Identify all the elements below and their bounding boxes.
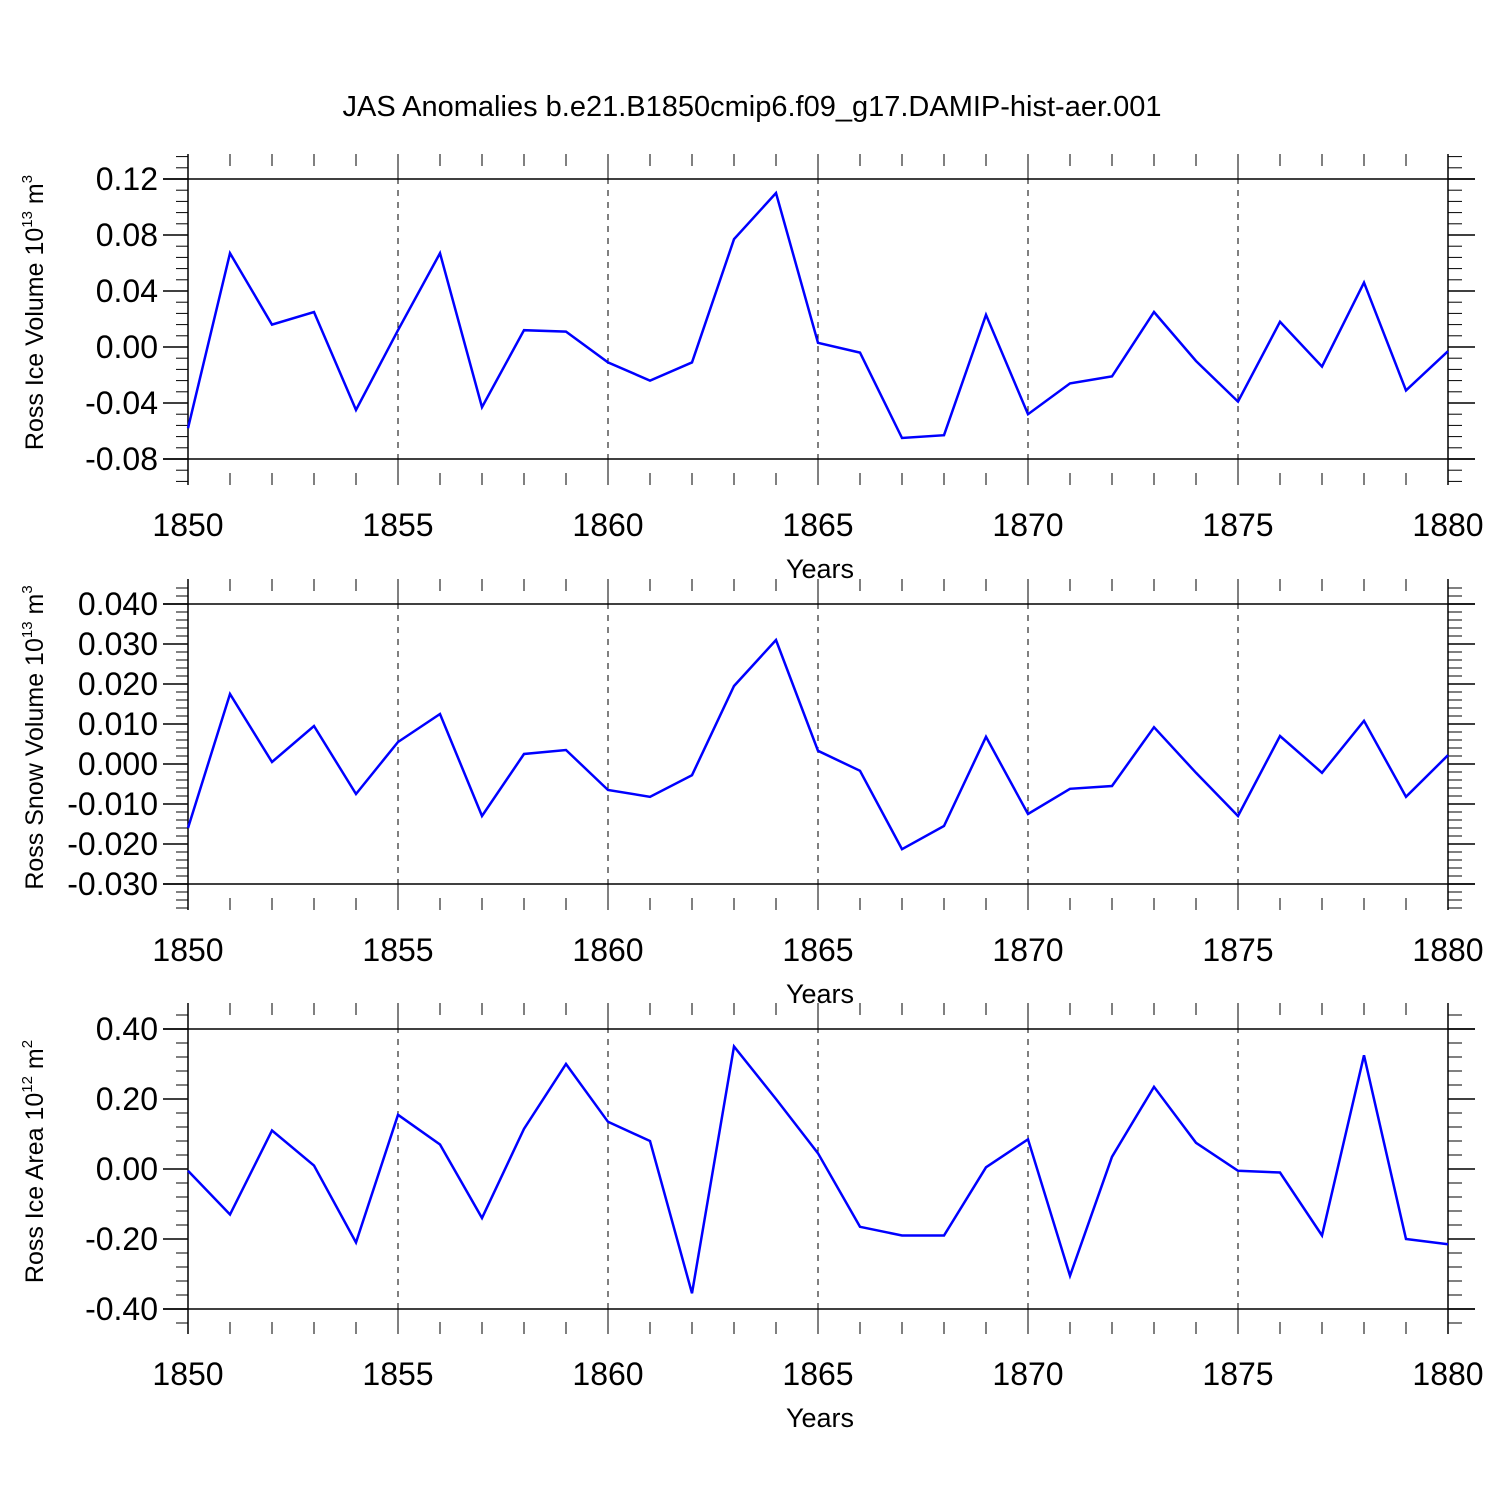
y-tick-label: -0.20 <box>85 1221 158 1257</box>
y-tick-label: 0.020 <box>78 666 158 702</box>
x-tick-label: 1850 <box>152 932 223 968</box>
x-tick-label: 1850 <box>152 507 223 543</box>
y-tick-label: 0.00 <box>96 1151 158 1187</box>
x-tick-label: 1855 <box>362 1356 433 1392</box>
x-axis-title: Years <box>786 979 854 1009</box>
x-tick-label: 1865 <box>782 1356 853 1392</box>
y-tick-label: -0.030 <box>67 866 158 902</box>
x-axis-title: Years <box>786 554 854 584</box>
x-tick-label: 1865 <box>782 932 853 968</box>
panel-1: 0.12 0.08 0.04 0.00 -0.04 -0.08 1850 1855 1860 18… <box>19 154 1484 584</box>
y-tick-label: 0.000 <box>78 746 158 782</box>
series-line <box>186 190 1449 440</box>
x-tick-label: 1875 <box>1202 932 1273 968</box>
y-tick-label: 0.00 <box>96 329 158 365</box>
x-tick-label: 1880 <box>1412 507 1483 543</box>
chart-title: JAS Anomalies b.e21.B1850cmip6.f09_g17.D… <box>343 91 1162 123</box>
x-tick-label: 1880 <box>1412 1356 1483 1392</box>
x-tick-label: 1880 <box>1412 932 1483 968</box>
x-tick-label: 1855 <box>362 932 433 968</box>
x-tick-label: 1870 <box>992 932 1063 968</box>
y-tick-label: 0.010 <box>78 706 158 742</box>
y-tick-label: -0.010 <box>67 786 158 822</box>
series-line <box>187 1043 1449 1294</box>
panel-3: 0.40 0.20 0.00 -0.20 -0.40 1850 1855 1860 1865 18… <box>19 1003 1484 1433</box>
y-tick-label: -0.020 <box>67 826 158 862</box>
y-tick-label: 0.40 <box>96 1011 158 1047</box>
y-tick-label: 0.04 <box>96 273 158 309</box>
y-axis-title: Ross Snow Volume 1013 m3 <box>19 585 49 889</box>
y-tick-label: -0.40 <box>85 1291 158 1327</box>
series-line <box>186 637 1449 851</box>
x-tick-label: 1875 <box>1202 507 1273 543</box>
y-tick-label: 0.030 <box>78 626 158 662</box>
x-tick-label: 1860 <box>572 1356 643 1392</box>
y-tick-label: 0.20 <box>96 1081 158 1117</box>
y-axis-title: Ross Ice Volume 1013 m3 <box>19 175 49 450</box>
x-tick-label: 1850 <box>152 1356 223 1392</box>
x-axis-title: Years <box>786 1403 854 1433</box>
x-tick-label: 1855 <box>362 507 433 543</box>
y-tick-label: -0.04 <box>85 385 158 421</box>
y-tick-label: -0.08 <box>85 441 158 477</box>
x-tick-label: 1865 <box>782 507 853 543</box>
panel-2: 0.040 0.030 0.020 0.010 0.000 -0.010 -0.020 -0.… <box>19 579 1484 1009</box>
x-tick-label: 1860 <box>572 932 643 968</box>
x-tick-label: 1860 <box>572 507 643 543</box>
x-tick-label: 1870 <box>992 1356 1063 1392</box>
y-tick-label: 0.08 <box>96 217 158 253</box>
y-tick-label: 0.12 <box>96 161 158 197</box>
x-tick-label: 1875 <box>1202 1356 1273 1392</box>
y-axis-title: Ross Ice Area 1012 m2 <box>19 1040 49 1283</box>
y-tick-label: 0.040 <box>78 586 158 622</box>
x-tick-label: 1870 <box>992 507 1063 543</box>
